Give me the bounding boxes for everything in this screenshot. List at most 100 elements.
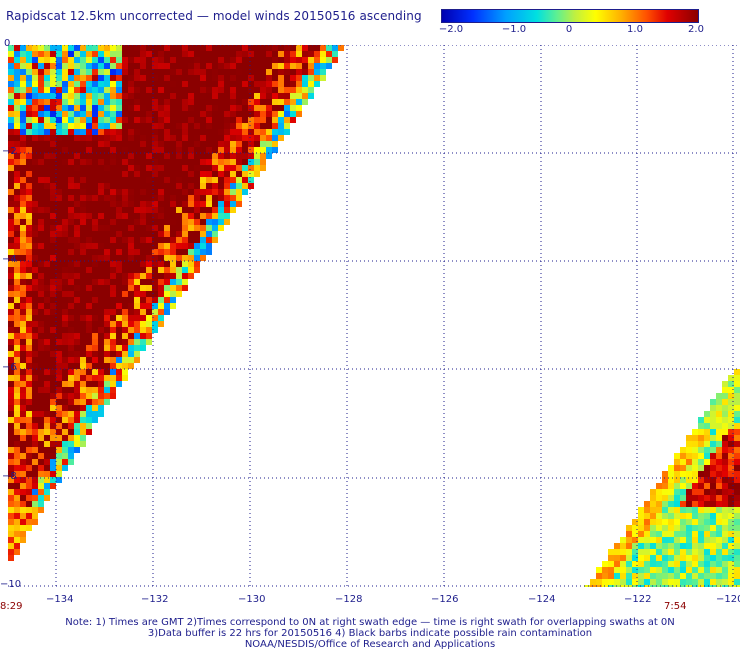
swath-cell [254, 93, 260, 99]
swath-cell [80, 117, 86, 123]
swath-cell [32, 141, 38, 147]
swath-cell [650, 555, 656, 561]
swath-cell [674, 465, 680, 471]
swath-cell [50, 267, 56, 273]
swath-cell [140, 87, 146, 93]
swath-cell [674, 513, 680, 519]
swath-cell [140, 63, 146, 69]
swath-cell [656, 507, 662, 513]
swath-cell [734, 423, 740, 429]
swath-cell [668, 543, 674, 549]
swath-cell [74, 405, 80, 411]
swath-cell [44, 399, 50, 405]
swath-cell [134, 147, 140, 153]
swath-cell [92, 303, 98, 309]
swath-cell [158, 117, 164, 123]
swath-cell [194, 123, 200, 129]
swath-cell [614, 543, 620, 549]
swath-cell [728, 375, 734, 381]
swath-cell [14, 363, 20, 369]
swath-cell [104, 99, 110, 105]
swath-cell [74, 297, 80, 303]
swath-cell [650, 531, 656, 537]
swath-cell [602, 573, 608, 579]
swath-cell [290, 63, 296, 69]
swath-cell [134, 303, 140, 309]
swath-cell [8, 63, 14, 69]
swath-cell [170, 219, 176, 225]
swath-cell [320, 57, 326, 63]
swath-cell [158, 195, 164, 201]
swath-cell [710, 555, 716, 561]
swath-cell [728, 549, 734, 555]
swath-cell [698, 543, 704, 549]
swath-cell [332, 51, 338, 57]
swath-cell [170, 105, 176, 111]
swath-cell [140, 51, 146, 57]
swath-cell [170, 303, 176, 309]
swath-cell [44, 99, 50, 105]
swath-cell [80, 75, 86, 81]
swath-cell [20, 153, 26, 159]
swath-cell [68, 321, 74, 327]
swath-cell [98, 369, 104, 375]
swath-cell [62, 273, 68, 279]
swath-cell [104, 165, 110, 171]
swath-cell [674, 543, 680, 549]
swath-cell [722, 579, 728, 585]
swath-cell [230, 153, 236, 159]
swath-cell [704, 525, 710, 531]
swath-cell [284, 129, 290, 135]
swath-cell [98, 261, 104, 267]
swath-cell [14, 375, 20, 381]
swath-cell [170, 189, 176, 195]
swath-cell [110, 345, 116, 351]
swath-cell [98, 279, 104, 285]
swath-cell [38, 123, 44, 129]
swath-cell [686, 519, 692, 525]
swath-cell [38, 423, 44, 429]
swath-cell [98, 177, 104, 183]
swath-cell [152, 75, 158, 81]
swath-cell [704, 417, 710, 423]
swath-cell [62, 105, 68, 111]
swath-cell [74, 237, 80, 243]
swath-cell [50, 453, 56, 459]
swath-cell [710, 453, 716, 459]
swath-cell [56, 231, 62, 237]
swath-cell [206, 87, 212, 93]
swath-cell [146, 69, 152, 75]
swath-cell [692, 567, 698, 573]
swath-cell [104, 351, 110, 357]
swath-cell [128, 297, 134, 303]
swath-cell [26, 381, 32, 387]
swath-cell [128, 339, 134, 345]
swath-cell [146, 87, 152, 93]
swath-cell [56, 375, 62, 381]
swath-cell [44, 453, 50, 459]
swath-cell [98, 171, 104, 177]
swath-cell [68, 213, 74, 219]
swath-cell [194, 87, 200, 93]
swath-cell [206, 159, 212, 165]
swath-cell [734, 441, 740, 447]
swath-cell [8, 423, 14, 429]
swath-cell [164, 45, 170, 51]
swath-cell [32, 519, 38, 525]
swath-cell [80, 153, 86, 159]
swath-cell [62, 321, 68, 327]
swath-cell [122, 75, 128, 81]
swath-cell [80, 63, 86, 69]
swath-cell [716, 417, 722, 423]
swath-cell [236, 45, 242, 51]
swath-cell [20, 45, 26, 51]
swath-cell [20, 159, 26, 165]
swath-cell [68, 195, 74, 201]
swath-cell [722, 417, 728, 423]
swath-cell [110, 393, 116, 399]
swath-cell [32, 165, 38, 171]
swath-cell [20, 303, 26, 309]
swath-cell [668, 573, 674, 579]
swath-cell [242, 57, 248, 63]
swath-cell [20, 489, 26, 495]
